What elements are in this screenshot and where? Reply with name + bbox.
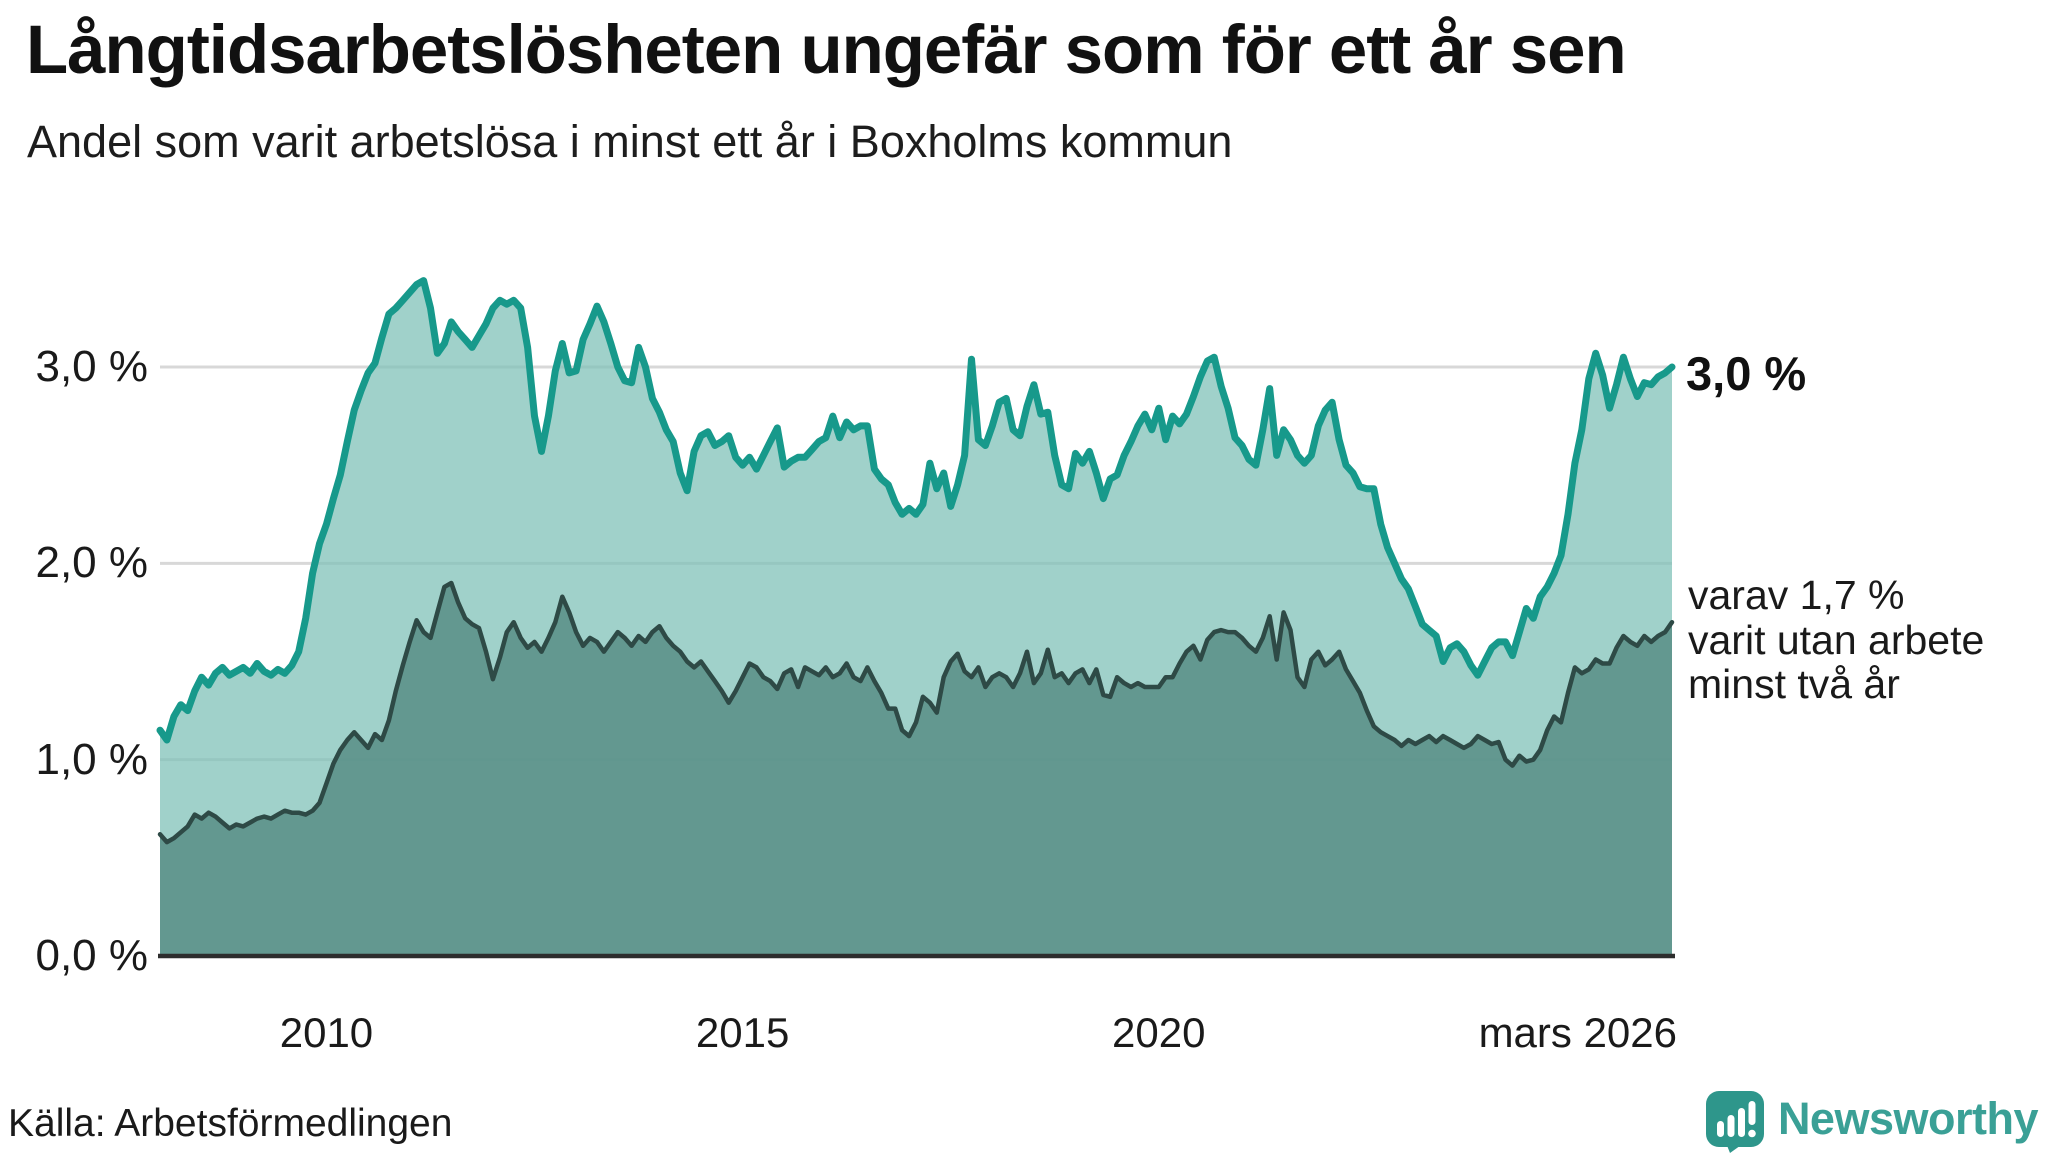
y-tick-label: 1,0 % (35, 734, 148, 784)
newsworthy-logo: Newsworthy (1705, 1091, 2039, 1153)
y-tick-label: 0,0 % (35, 931, 148, 980)
y-tick-label: 3,0 % (35, 342, 148, 391)
series-area-arbetslosa-minst-tva-ar (160, 583, 1672, 956)
annotation-line-3: minst två år (1688, 661, 1900, 708)
series-end-value-label: 3,0 % (1686, 347, 1807, 400)
series-line-arbetslosa-minst-ett-ar (156, 277, 1676, 744)
chart-title: Långtidsarbetslösheten ungefär som för e… (26, 11, 1627, 88)
newsworthy-logo-icon (1705, 1091, 1764, 1153)
x-tick-label: 2010 (279, 1009, 374, 1056)
annotation-line-1: varav 1,7 % (1688, 572, 1905, 618)
annotation-line-2: varit utan arbete (1688, 616, 1985, 663)
x-tick-label: 2015 (695, 1009, 790, 1056)
x-tick-label: mars 2026 (1478, 1009, 1677, 1056)
newsworthy-logo-text: Newsworthy (1777, 1093, 2039, 1144)
source-credit: Källa: Arbetsförmedlingen (8, 1102, 453, 1145)
y-tick-label: 2,0 % (35, 538, 148, 588)
chart-subtitle: Andel som varit arbetslösa i minst ett å… (27, 116, 1233, 167)
two-year-annotation: varav 1,7 % varit utan arbete minst två … (1688, 573, 1984, 707)
x-tick-label: 2020 (1112, 1009, 1206, 1056)
series-line-arbetslosa-minst-tva-ar (157, 580, 1675, 845)
